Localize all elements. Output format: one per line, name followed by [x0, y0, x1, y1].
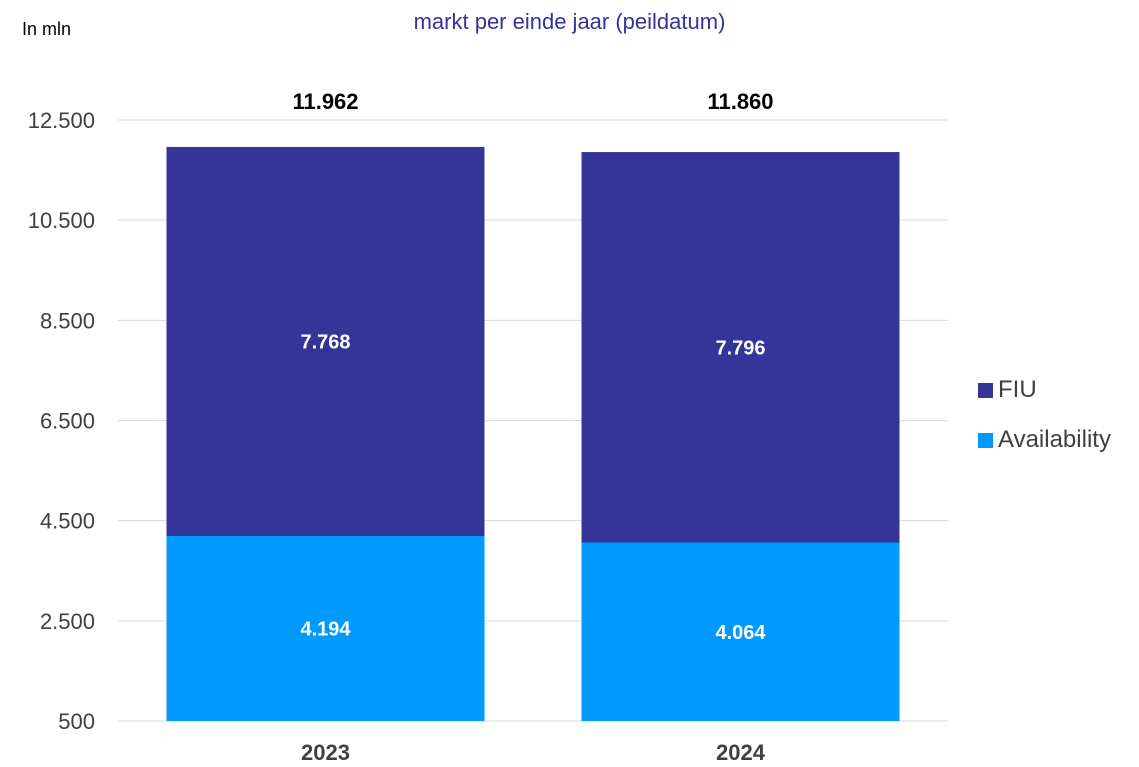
y-tick-label: 500: [58, 709, 95, 734]
legend-swatch-fiu: [978, 382, 993, 398]
data-label-fiu-2024: 7.796: [715, 337, 765, 359]
y-tick-label: 8.500: [40, 308, 95, 333]
legend-item-fiu: FIU: [978, 372, 1111, 408]
legend-swatch-availability: [978, 432, 993, 448]
bar-segment-availability-2024: [581, 542, 900, 721]
y-tick-label: 10.500: [28, 208, 95, 233]
y-tick-label: 6.500: [40, 409, 95, 434]
x-tick-label-2023: 2023: [301, 740, 350, 765]
y-tick-label: 2.500: [40, 609, 95, 634]
legend-label-availability: Availability: [998, 426, 1111, 453]
y-tick-label: 12.500: [28, 108, 95, 133]
unit-label: In mln: [22, 19, 72, 39]
legend: FIU Availability: [978, 372, 1111, 472]
bar-segment-fiu-2023: [166, 146, 485, 536]
chart-title: markt per einde jaar (peildatum): [413, 9, 726, 34]
legend-item-availability: Availability: [978, 422, 1111, 458]
data-label-fiu-2023: 7.768: [300, 331, 350, 353]
data-label-availability-2023: 4.194: [300, 618, 351, 640]
total-label-2023: 11.962: [292, 89, 358, 114]
legend-label-fiu: FIU: [998, 376, 1037, 403]
x-tick-label-2024: 2024: [716, 740, 766, 765]
data-label-availability-2024: 4.064: [715, 622, 766, 644]
total-label-2024: 11.860: [707, 89, 773, 114]
bar-segment-fiu-2024: [581, 152, 900, 543]
bar-segment-availability-2023: [166, 535, 485, 721]
y-tick-label: 4.500: [40, 509, 95, 534]
